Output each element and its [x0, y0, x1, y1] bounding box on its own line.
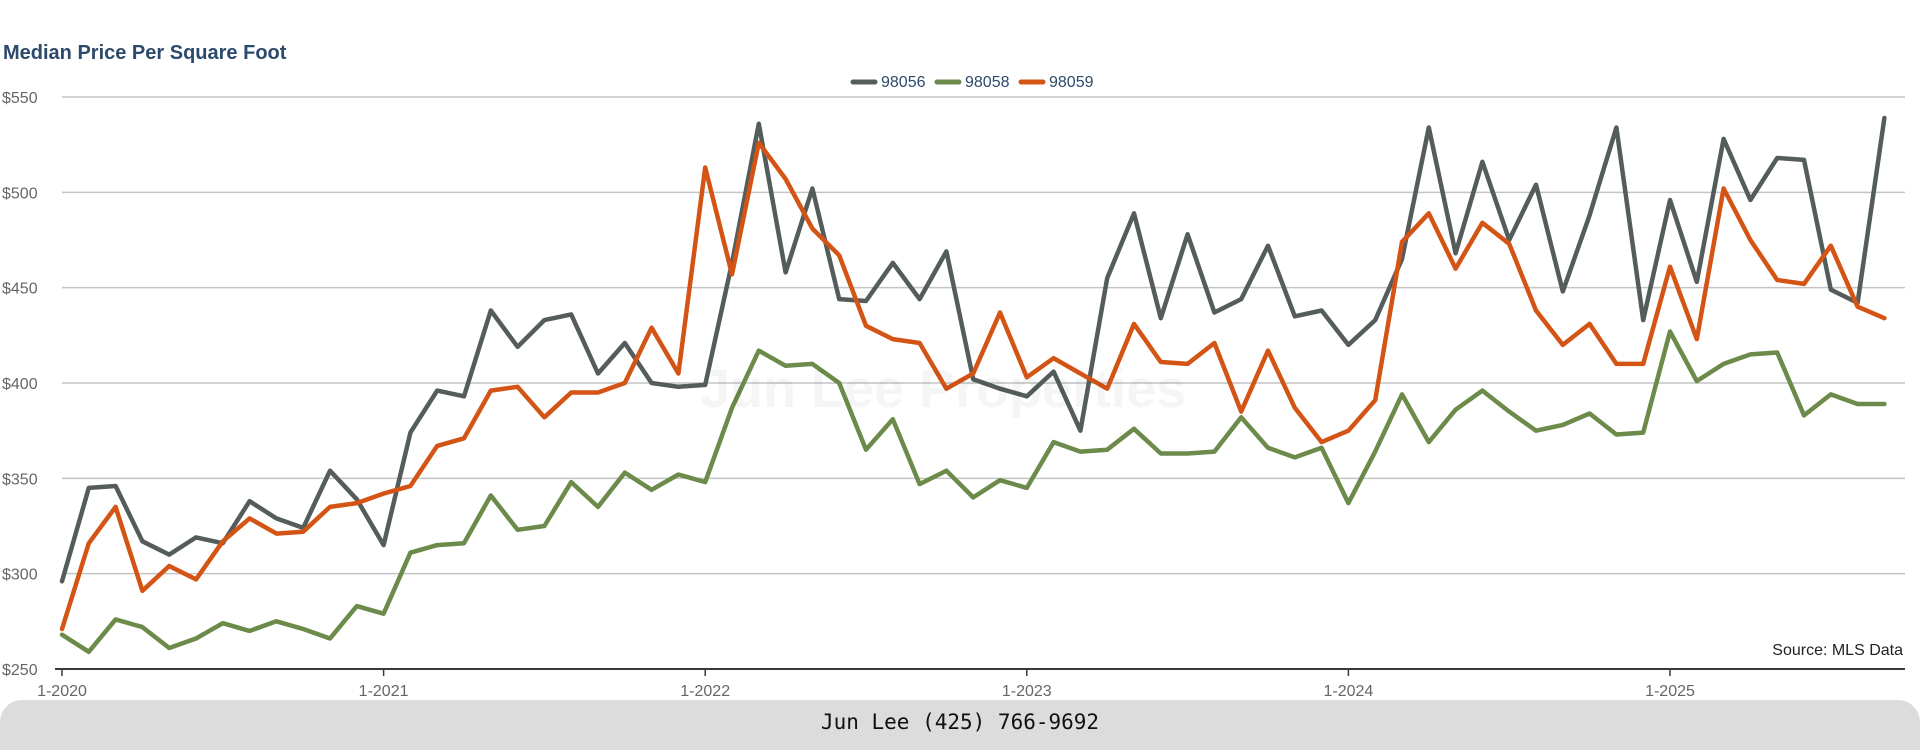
- y-tick-label: $250: [2, 662, 38, 679]
- x-axis: 1-2020 1-2021 1-2022 1-2023 1-2024 1-2025: [37, 668, 1905, 700]
- series-line-98059: [59, 140, 1887, 632]
- legend-label-98056: 98056: [881, 74, 926, 91]
- x-tick-label: 1-2024: [1323, 683, 1373, 700]
- y-axis: $250 $300 $350 $400 $450 $500 $550: [2, 90, 38, 679]
- legend: 98056 98058 98059: [850, 74, 1094, 91]
- watermark: Jun Lee Properties: [700, 358, 1186, 420]
- y-tick-label: $400: [2, 376, 38, 393]
- series-lines: [59, 115, 1887, 655]
- chart-title: Median Price Per Square Foot: [3, 42, 287, 64]
- y-tick-label: $500: [2, 185, 38, 202]
- x-tick-label: 1-2021: [359, 683, 409, 700]
- x-tick-label: 1-2020: [37, 683, 87, 700]
- series-line-98058: [59, 329, 1887, 655]
- gridlines: [62, 96, 1905, 575]
- x-tick-label: 1-2025: [1645, 683, 1695, 700]
- y-tick-label: $550: [2, 90, 38, 107]
- y-tick-label: $450: [2, 281, 38, 298]
- legend-label-98059: 98059: [1049, 74, 1094, 91]
- x-tick-label: 1-2023: [1002, 683, 1052, 700]
- series-line-98056: [59, 115, 1887, 584]
- source-note: Source: MLS Data: [1772, 642, 1903, 659]
- footer-bar: Jun Lee (425) 766-9692: [0, 700, 1920, 750]
- y-tick-label: $350: [2, 471, 38, 488]
- footer-contact: Jun Lee (425) 766-9692: [820, 710, 1100, 734]
- y-tick-label: $300: [2, 567, 38, 584]
- x-tick-label: 1-2022: [680, 683, 730, 700]
- legend-label-98058: 98058: [965, 74, 1010, 91]
